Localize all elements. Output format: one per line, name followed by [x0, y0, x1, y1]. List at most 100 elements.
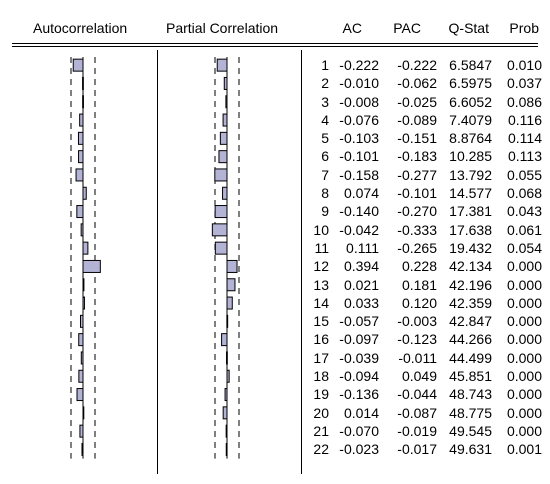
ac-cell: -0.070 [339, 422, 379, 439]
table-row: 5 -0.103 -0.151 8.8764 0.114 [305, 129, 550, 147]
ac-cell: -0.140 [339, 203, 379, 220]
lag-cell: 12 [313, 258, 329, 275]
table-row: 13 0.021 0.181 42.196 0.000 [305, 276, 550, 294]
pac-bar [226, 314, 229, 328]
ac-cell: -0.103 [339, 130, 379, 147]
pac-bar [226, 351, 228, 365]
prob-cell: 0.000 [506, 294, 542, 311]
prob-cell: 0.000 [506, 331, 542, 348]
qstat-cell: 42.134 [449, 258, 492, 275]
pac-bar [222, 406, 228, 420]
prob-header: Prob [509, 20, 539, 36]
pac-bar [214, 168, 228, 182]
pac-cell: -0.270 [397, 203, 437, 220]
qstat-cell: 19.432 [449, 239, 492, 256]
qstat-cell: 44.499 [449, 349, 492, 366]
qstat-cell: 48.775 [449, 404, 492, 421]
prob-cell: 0.000 [506, 258, 542, 275]
ac-bar [82, 95, 84, 109]
table-row: 3 -0.008 -0.025 6.6052 0.086 [305, 93, 550, 111]
qstat-header: Q-Stat [448, 20, 489, 36]
ac-bar [82, 278, 85, 292]
qstat-cell: 6.5847 [449, 57, 492, 73]
pac-bar [222, 186, 228, 200]
prob-cell: 0.000 [506, 404, 542, 421]
table-row: 10 -0.042 -0.333 17.638 0.061 [305, 221, 550, 239]
ac-bar [77, 131, 84, 145]
lag-cell: 4 [321, 111, 329, 128]
qstat-cell: 45.851 [449, 368, 492, 385]
pac-bar [226, 259, 238, 273]
table-row: 8 0.074 -0.101 14.577 0.068 [305, 184, 550, 202]
ac-cell: -0.039 [339, 349, 379, 366]
prob-cell: 0.000 [506, 349, 542, 366]
ac-cell: 0.021 [343, 276, 379, 293]
ac-bar [75, 168, 84, 182]
prob-cell: 0.068 [506, 185, 542, 202]
header-rule-bottom [12, 46, 538, 47]
table-row: 14 0.033 0.120 42.359 0.000 [305, 294, 550, 312]
ac-bar [76, 388, 84, 402]
pac-cell: -0.151 [397, 130, 437, 147]
lag-cell: 22 [313, 441, 329, 458]
lag-cell: 2 [321, 75, 329, 92]
ac-bar [76, 205, 84, 219]
prob-cell: 0.086 [506, 93, 542, 110]
pac-cell: -0.333 [397, 221, 437, 238]
qstat-cell: 14.577 [449, 185, 492, 202]
table-row: 22 -0.023 -0.017 49.631 0.001 [305, 440, 550, 458]
lag-cell: 7 [321, 166, 329, 183]
pac-cell: -0.123 [397, 331, 437, 348]
prob-cell: 0.114 [508, 130, 542, 147]
pac-bar [222, 113, 228, 127]
ac-bar [79, 314, 84, 328]
lag-cell: 18 [313, 368, 329, 385]
ac-bar [79, 113, 84, 127]
ac-cell: -0.042 [339, 221, 379, 238]
ac-bar [82, 259, 101, 273]
ac-bar [78, 150, 84, 164]
ac-cell: -0.097 [339, 331, 379, 348]
prob-cell: 0.037 [506, 75, 542, 92]
prob-cell: 0.061 [506, 221, 542, 238]
correlation-bars [70, 57, 240, 459]
pac-bar [225, 424, 228, 438]
pac-bar [214, 241, 228, 255]
prob-cell: 0.001 [506, 441, 542, 458]
pac-bar [223, 76, 228, 90]
pac-bar [211, 223, 228, 237]
ac-cell: 0.074 [343, 185, 379, 202]
prob-cell: 0.054 [506, 239, 542, 256]
lag-cell: 9 [321, 203, 329, 220]
ac-cell: -0.008 [339, 93, 379, 110]
qstat-cell: 49.631 [449, 441, 492, 458]
pac-cell: -0.101 [397, 185, 437, 202]
ac-cell: -0.222 [339, 57, 379, 73]
table-row: 4 -0.076 -0.089 7.4079 0.116 [305, 111, 550, 129]
pac-cell: 0.181 [401, 276, 437, 293]
pac-cell: -0.011 [398, 349, 437, 366]
table-row: 6 -0.101 -0.183 10.285 0.113 [305, 147, 550, 165]
ac-bar [82, 241, 89, 255]
pac-bar [218, 150, 228, 164]
lag-cell: 15 [313, 313, 329, 330]
prob-cell: 0.010 [506, 57, 542, 73]
qstat-cell: 13.792 [449, 166, 492, 183]
column-divider-left [157, 50, 158, 474]
lag-cell: 16 [313, 331, 329, 348]
lag-cell: 17 [313, 349, 329, 366]
pac-bar [221, 333, 228, 347]
table-row: 11 0.111 -0.265 19.432 0.054 [305, 239, 550, 257]
ac-bar [81, 442, 84, 456]
lag-cell: 1 [321, 57, 329, 73]
ac-bar [82, 76, 84, 90]
ac-bar [80, 351, 84, 365]
table-row: 7 -0.158 -0.277 13.792 0.055 [305, 166, 550, 184]
ac-cell: 0.111 [346, 239, 379, 256]
qstat-cell: 10.285 [449, 148, 492, 165]
prob-cell: 0.000 [506, 368, 542, 385]
lag-cell: 5 [321, 130, 329, 147]
pac-bar [216, 58, 228, 72]
qstat-cell: 17.381 [449, 203, 492, 220]
ac-cell: -0.023 [339, 441, 379, 458]
